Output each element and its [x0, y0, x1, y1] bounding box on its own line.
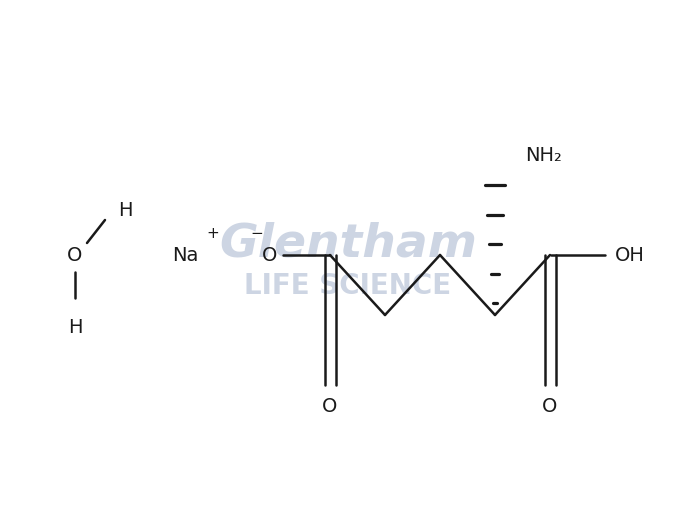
Text: −: −: [251, 226, 263, 241]
Text: O: O: [262, 245, 278, 265]
Text: O: O: [322, 397, 338, 417]
Text: H: H: [68, 318, 82, 336]
Text: O: O: [68, 245, 83, 265]
Text: +: +: [207, 226, 219, 241]
Text: LIFE SCIENCE: LIFE SCIENCE: [244, 272, 452, 300]
Text: Glentham: Glentham: [219, 222, 477, 267]
Text: OH: OH: [615, 245, 645, 265]
Text: O: O: [542, 397, 557, 417]
Text: H: H: [118, 201, 132, 219]
Text: Na: Na: [172, 245, 198, 265]
Text: NH₂: NH₂: [525, 146, 562, 164]
